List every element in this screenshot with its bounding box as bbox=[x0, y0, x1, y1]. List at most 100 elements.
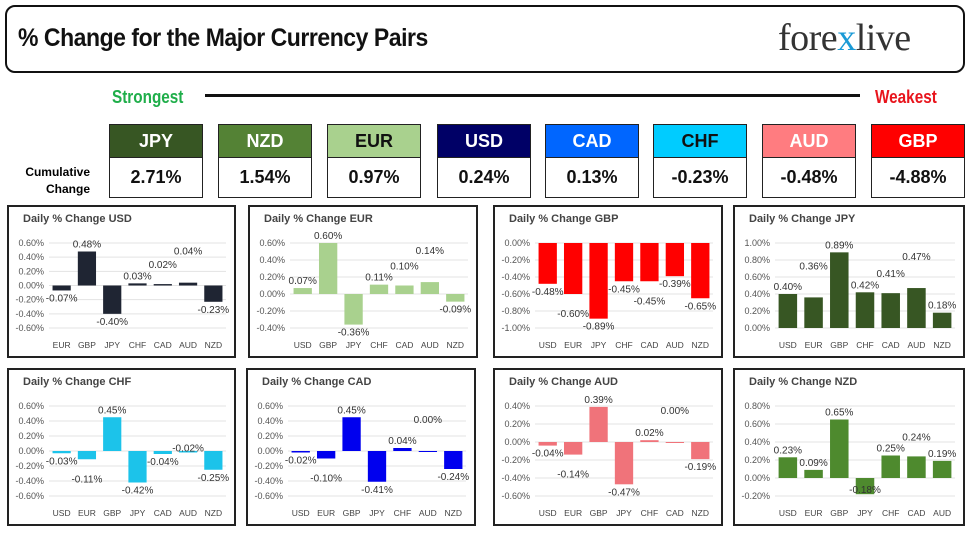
data-label: -0.41% bbox=[361, 485, 393, 496]
rank-cumulative-value: -0.48% bbox=[762, 158, 856, 198]
data-label: -0.47% bbox=[608, 487, 640, 498]
data-label: 0.02% bbox=[149, 260, 177, 271]
chart-panel-chf: Daily % Change CHF -0.60% -0.40% -0.20% 0.00… bbox=[7, 368, 236, 526]
bar bbox=[778, 457, 798, 478]
bar bbox=[665, 243, 685, 277]
data-label: -0.24% bbox=[437, 472, 469, 483]
bar bbox=[804, 297, 823, 328]
data-label: -0.10% bbox=[310, 474, 342, 485]
data-label: 0.39% bbox=[584, 395, 612, 406]
bar bbox=[103, 285, 122, 314]
y-tick-label: 0.60% bbox=[18, 238, 44, 248]
data-label: -0.60% bbox=[557, 309, 589, 320]
bar bbox=[153, 451, 172, 454]
bar bbox=[344, 294, 363, 325]
rank-cumulative-value: 0.24% bbox=[437, 158, 531, 198]
bar bbox=[316, 451, 336, 459]
bar bbox=[395, 285, 414, 294]
data-label: -0.04% bbox=[532, 449, 564, 460]
data-label: 0.19% bbox=[928, 449, 956, 460]
bar bbox=[77, 451, 97, 460]
x-tick-label: GBP bbox=[103, 508, 121, 518]
bar bbox=[589, 243, 608, 319]
x-tick-label: USD bbox=[779, 508, 797, 518]
bar-chart: -0.60% -0.40% -0.20% 0.00% 0.20% 0.40% 0.60% -0… bbox=[15, 238, 230, 350]
data-label: -0.45% bbox=[634, 296, 666, 307]
rank-chf: CHF -0.23% bbox=[653, 124, 747, 198]
x-tick-label: NZD bbox=[205, 508, 222, 518]
x-tick-label: NZD bbox=[445, 508, 462, 518]
y-tick-label: -0.40% bbox=[501, 473, 530, 483]
bar bbox=[830, 252, 849, 328]
x-tick-label: EUR bbox=[564, 340, 582, 350]
bar bbox=[103, 417, 122, 451]
y-tick-label: -0.60% bbox=[501, 289, 530, 299]
x-tick-label: AUD bbox=[179, 508, 197, 518]
bar bbox=[691, 243, 710, 299]
x-tick-label: CAD bbox=[907, 508, 925, 518]
y-tick-label: 0.00% bbox=[18, 446, 44, 456]
data-label: 0.24% bbox=[902, 432, 930, 443]
bar bbox=[907, 288, 926, 328]
bar bbox=[128, 283, 147, 286]
data-label: -0.11% bbox=[71, 474, 102, 485]
page-title: % Change for the Major Currency Pairs bbox=[18, 24, 428, 52]
x-tick-label: JPY bbox=[616, 508, 632, 518]
bar bbox=[342, 417, 361, 451]
data-label: 0.40% bbox=[774, 282, 802, 293]
data-label: 0.07% bbox=[289, 276, 317, 287]
bar bbox=[204, 451, 223, 470]
chart-panel-jpy: Daily % Change JPY 0.00% 0.20% 0.40% 0.60% 0.… bbox=[733, 205, 965, 358]
y-tick-label: 0.60% bbox=[257, 401, 283, 411]
data-label: -0.23% bbox=[198, 305, 230, 316]
y-tick-label: -0.20% bbox=[741, 491, 770, 501]
bar bbox=[855, 292, 875, 328]
data-label: 0.45% bbox=[337, 405, 365, 416]
data-label: 0.18% bbox=[928, 301, 956, 312]
data-label: 0.23% bbox=[774, 445, 802, 456]
y-tick-label: -0.40% bbox=[256, 323, 285, 333]
rank-currency: EUR bbox=[327, 124, 421, 158]
bar bbox=[52, 451, 71, 454]
y-tick-label: -0.20% bbox=[501, 255, 530, 265]
y-tick-label: -0.20% bbox=[256, 306, 285, 316]
y-tick-label: 0.40% bbox=[257, 416, 283, 426]
bar-chart: -1.00% -0.80% -0.60% -0.40% -0.20% 0.00% -0.48… bbox=[501, 238, 716, 350]
bar bbox=[369, 284, 389, 294]
data-label: -0.07% bbox=[46, 293, 78, 304]
bar bbox=[318, 243, 338, 294]
rank-eur: EUR 0.97% bbox=[327, 124, 421, 198]
data-label: 0.47% bbox=[902, 252, 930, 263]
bar-chart: 0.00% 0.20% 0.40% 0.60% 0.80% 1.00% 0.40% USD 0.… bbox=[744, 238, 956, 350]
title-box bbox=[5, 5, 965, 73]
y-tick-label: -0.60% bbox=[15, 491, 44, 501]
data-label: -0.40% bbox=[96, 317, 128, 328]
y-tick-label: 0.60% bbox=[18, 401, 44, 411]
y-tick-label: 0.20% bbox=[744, 306, 770, 316]
x-tick-label: JPY bbox=[591, 340, 607, 350]
chart-title: Daily % Change CHF bbox=[23, 376, 132, 388]
chart-title: Daily % Change EUR bbox=[264, 213, 373, 225]
x-tick-label: CAD bbox=[395, 340, 413, 350]
data-label: 0.00% bbox=[414, 415, 442, 426]
x-tick-label: CHF bbox=[882, 508, 899, 518]
y-tick-label: -0.20% bbox=[501, 455, 530, 465]
chart-panel-cad: Daily % Change CAD -0.60% -0.40% -0.20% 0.00… bbox=[246, 368, 476, 526]
y-tick-label: -1.00% bbox=[501, 323, 530, 333]
x-tick-label: CAD bbox=[882, 340, 900, 350]
chart-panel-eur: Daily % Change EUR -0.40% -0.20% 0.00% 0.20%… bbox=[248, 205, 478, 358]
chart-panel-nzd: Daily % Change NZD -0.20% 0.00% 0.20% 0.40% 0… bbox=[733, 368, 965, 526]
rank-cumulative-value: -4.88% bbox=[871, 158, 965, 198]
rank-currency: NZD bbox=[218, 124, 312, 158]
x-tick-label: EUR bbox=[53, 340, 71, 350]
bar bbox=[932, 312, 952, 328]
chart-title: Daily % Change NZD bbox=[749, 376, 858, 388]
chart-panel-gbp: Daily % Change GBP -1.00% -0.80% -0.60% -0.4… bbox=[493, 205, 723, 358]
bar bbox=[640, 440, 659, 442]
x-tick-label: EUR bbox=[564, 508, 582, 518]
data-label: 0.14% bbox=[416, 246, 444, 257]
x-tick-label: JPY bbox=[857, 508, 873, 518]
bar bbox=[855, 478, 875, 495]
data-label: 0.10% bbox=[390, 262, 418, 273]
y-tick-label: 0.20% bbox=[18, 266, 44, 276]
